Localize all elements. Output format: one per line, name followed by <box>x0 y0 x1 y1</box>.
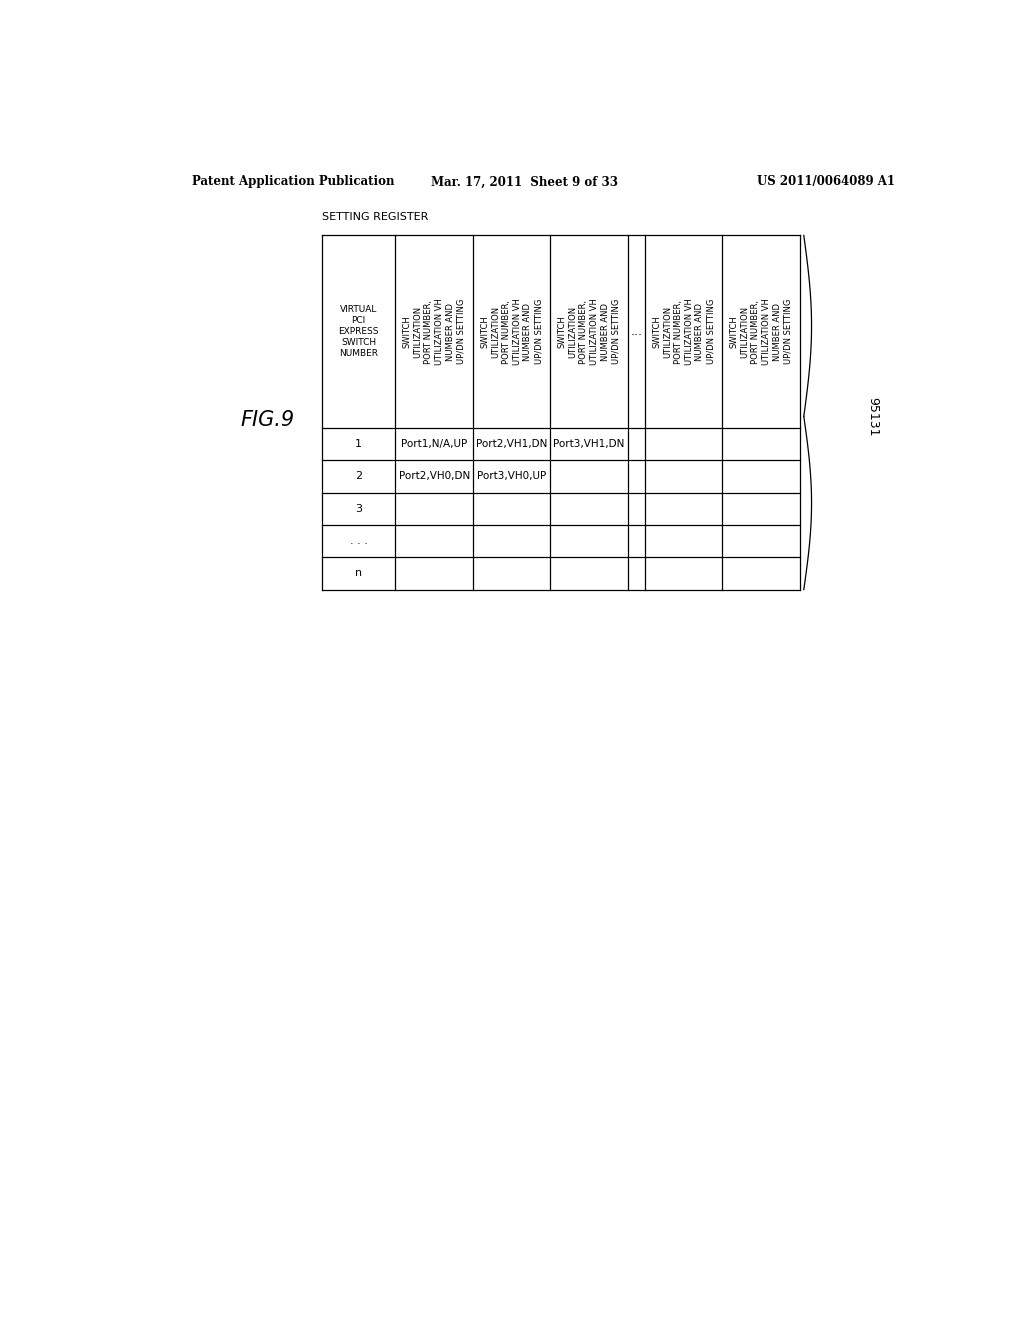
Text: SWITCH
UTILIZATION
PORT NUMBER,
UTILIZATION VH
NUMBER AND
UP/DN SETTING: SWITCH UTILIZATION PORT NUMBER, UTILIZAT… <box>402 298 466 366</box>
Text: Port1,N/A,UP: Port1,N/A,UP <box>401 440 467 449</box>
Text: 3: 3 <box>355 504 362 513</box>
Text: Mar. 17, 2011  Sheet 9 of 33: Mar. 17, 2011 Sheet 9 of 33 <box>431 176 618 189</box>
Text: SWITCH
UTILIZATION
PORT NUMBER,
UTILIZATION VH
NUMBER AND
UP/DN SETTING: SWITCH UTILIZATION PORT NUMBER, UTILIZAT… <box>730 298 793 366</box>
Text: Port3,VH0,UP: Port3,VH0,UP <box>477 471 546 482</box>
Text: SETTING REGISTER: SETTING REGISTER <box>322 211 428 222</box>
Text: SWITCH
UTILIZATION
PORT NUMBER,
UTILIZATION VH
NUMBER AND
UP/DN SETTING: SWITCH UTILIZATION PORT NUMBER, UTILIZAT… <box>480 298 543 366</box>
Text: Port2,VH1,DN: Port2,VH1,DN <box>476 440 547 449</box>
Text: FIG.9: FIG.9 <box>241 411 295 430</box>
Text: . . .: . . . <box>349 536 368 546</box>
Text: 95131: 95131 <box>866 396 880 436</box>
Text: SWITCH
UTILIZATION
PORT NUMBER,
UTILIZATION VH
NUMBER AND
UP/DN SETTING: SWITCH UTILIZATION PORT NUMBER, UTILIZAT… <box>652 298 715 366</box>
Text: US 2011/0064089 A1: US 2011/0064089 A1 <box>758 176 895 189</box>
Text: Port2,VH0,DN: Port2,VH0,DN <box>398 471 470 482</box>
Text: n: n <box>355 569 362 578</box>
Text: SWITCH
UTILIZATION
PORT NUMBER,
UTILIZATION VH
NUMBER AND
UP/DN SETTING: SWITCH UTILIZATION PORT NUMBER, UTILIZAT… <box>558 298 621 366</box>
Text: 2: 2 <box>355 471 362 482</box>
Text: VIRTUAL
PCI
EXPRESS
SWITCH
NUMBER: VIRTUAL PCI EXPRESS SWITCH NUMBER <box>338 305 379 358</box>
Text: Port3,VH1,DN: Port3,VH1,DN <box>553 440 625 449</box>
Text: 1: 1 <box>355 440 362 449</box>
Text: Patent Application Publication: Patent Application Publication <box>191 176 394 189</box>
Text: ...: ... <box>631 325 642 338</box>
